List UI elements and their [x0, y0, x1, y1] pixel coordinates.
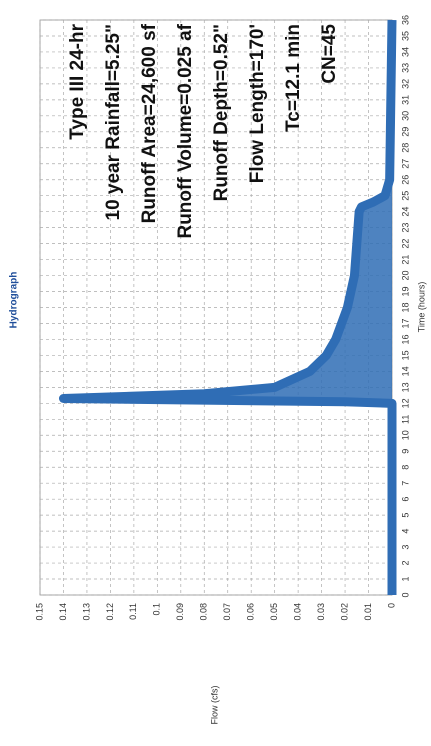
annotation: Tc=12.1 min — [283, 24, 304, 132]
x-tick-label: 36 — [400, 15, 410, 25]
y-tick-label: 0 — [386, 603, 396, 608]
x-tick-label: 20 — [400, 271, 410, 281]
y-tick-label: 0.08 — [199, 603, 209, 621]
y-tick-label: 0.12 — [105, 603, 115, 621]
x-tick-label: 4 — [400, 529, 410, 534]
x-tick-label: 22 — [400, 239, 410, 249]
chart-title: Hydrograph — [9, 272, 20, 329]
y-tick-label: 0.07 — [222, 603, 232, 621]
y-tick-label: 0.03 — [316, 603, 326, 621]
x-tick-label: 3 — [400, 545, 410, 550]
annotation: CN=45 — [319, 24, 340, 84]
y-tick-label: 0.05 — [269, 603, 279, 621]
x-tick-label: 35 — [400, 31, 410, 41]
annotation: Runoff Area=24,600 sf — [139, 23, 160, 223]
y-tick-label: 0.11 — [128, 603, 138, 620]
x-tick-label: 19 — [400, 287, 410, 297]
y-tick-label: 0.15 — [34, 603, 44, 621]
x-tick-label: 32 — [400, 79, 410, 89]
y-tick-label: 0.02 — [339, 603, 349, 621]
x-tick-label: 11 — [400, 415, 410, 424]
x-tick-label: 2 — [400, 561, 410, 566]
x-tick-label: 5 — [400, 513, 410, 518]
y-tick-label: 0.14 — [58, 603, 68, 621]
y-axis-title: Flow (cfs) — [209, 686, 219, 725]
y-tick-label: 0.09 — [175, 603, 185, 621]
annotation: 10 year Rainfall=5.25" — [103, 24, 124, 221]
x-tick-label: 28 — [400, 143, 410, 153]
x-tick-label: 33 — [400, 63, 410, 73]
y-tick-label: 0.06 — [246, 603, 256, 621]
x-tick-label: 13 — [400, 382, 410, 392]
x-tick-label: 8 — [400, 465, 410, 470]
x-tick-label: 15 — [400, 350, 410, 360]
x-tick-label: 23 — [400, 223, 410, 233]
x-tick-label: 24 — [400, 207, 410, 217]
y-tick-label: 0.01 — [363, 603, 373, 621]
annotation: Runoff Volume=0.025 af — [175, 23, 196, 238]
x-tick-label: 9 — [400, 449, 410, 454]
x-tick-label: 16 — [400, 334, 410, 344]
x-tick-label: 31 — [400, 95, 410, 105]
x-tick-label: 26 — [400, 175, 410, 185]
x-tick-label: 1 — [400, 577, 410, 582]
flow-line — [58, 19, 397, 595]
x-tick-label: 34 — [400, 47, 410, 57]
annotation: Type III 24-hr — [67, 23, 88, 139]
x-tick-label: 7 — [400, 481, 410, 486]
y-tick-label: 0.04 — [293, 603, 303, 621]
x-tick-label: 25 — [400, 191, 410, 201]
x-tick-label: 0 — [400, 592, 410, 597]
y-tick-label: 0.13 — [81, 603, 91, 621]
x-tick-label: 18 — [400, 302, 410, 312]
x-tick-label: 14 — [400, 366, 410, 376]
x-tick-label: 27 — [400, 159, 410, 169]
x-tick-label: 29 — [400, 127, 410, 137]
x-axis-title: Time (hours) — [416, 282, 426, 333]
x-tick-label: 12 — [400, 398, 410, 408]
x-tick-label: 30 — [400, 111, 410, 121]
annotation: Flow Length=170' — [247, 24, 268, 183]
y-tick-label: 0.1 — [152, 603, 162, 616]
x-tick-label: 21 — [400, 255, 410, 265]
x-tick-label: 6 — [400, 497, 410, 502]
x-tick-label: 10 — [400, 430, 410, 440]
annotation: Runoff Depth=0.52" — [211, 24, 232, 201]
x-tick-label: 17 — [400, 318, 410, 328]
